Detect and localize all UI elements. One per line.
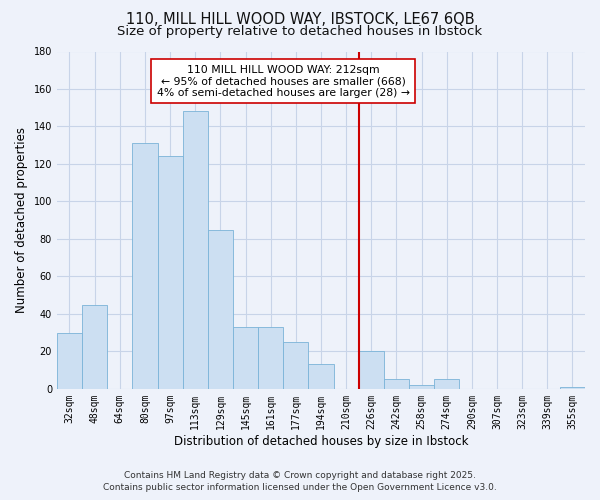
- Bar: [258, 327, 283, 389]
- Bar: [384, 380, 409, 389]
- X-axis label: Distribution of detached houses by size in Ibstock: Distribution of detached houses by size …: [174, 434, 468, 448]
- Bar: [233, 327, 258, 389]
- Bar: [182, 112, 208, 389]
- Bar: [158, 156, 182, 389]
- Bar: [409, 385, 434, 389]
- Bar: [308, 364, 334, 389]
- Bar: [57, 332, 82, 389]
- Bar: [359, 352, 384, 389]
- Text: Contains HM Land Registry data © Crown copyright and database right 2025.
Contai: Contains HM Land Registry data © Crown c…: [103, 471, 497, 492]
- Bar: [82, 304, 107, 389]
- Text: 110 MILL HILL WOOD WAY: 212sqm
← 95% of detached houses are smaller (668)
4% of : 110 MILL HILL WOOD WAY: 212sqm ← 95% of …: [157, 64, 410, 98]
- Text: Size of property relative to detached houses in Ibstock: Size of property relative to detached ho…: [118, 25, 482, 38]
- Bar: [208, 230, 233, 389]
- Y-axis label: Number of detached properties: Number of detached properties: [15, 127, 28, 313]
- Bar: [283, 342, 308, 389]
- Bar: [434, 380, 459, 389]
- Text: 110, MILL HILL WOOD WAY, IBSTOCK, LE67 6QB: 110, MILL HILL WOOD WAY, IBSTOCK, LE67 6…: [125, 12, 475, 28]
- Bar: [133, 144, 158, 389]
- Bar: [560, 387, 585, 389]
